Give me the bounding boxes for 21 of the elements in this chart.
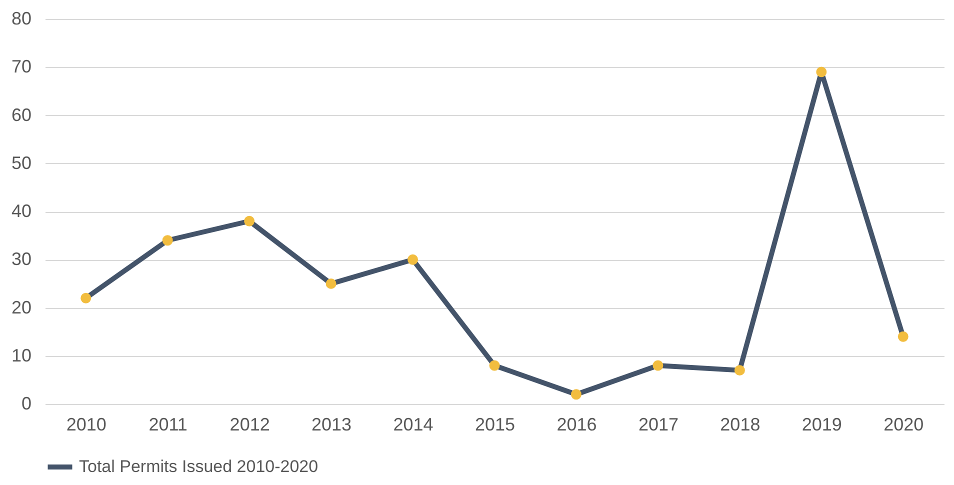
y-tick-label: 0 [21, 394, 32, 414]
y-tick-label: 30 [11, 249, 32, 270]
y-tick-label: 10 [11, 345, 32, 366]
x-tick-label: 2020 [884, 414, 924, 434]
x-tick-label: 2019 [802, 414, 842, 434]
y-tick-label: 80 [11, 8, 32, 28]
y-tick-label: 40 [11, 201, 32, 221]
y-tick-label: 70 [11, 56, 32, 77]
x-tick-label: 2013 [312, 414, 352, 434]
x-tick-label: 2010 [66, 414, 106, 434]
x-tick-label: 2011 [148, 414, 188, 434]
y-tick-label: 60 [11, 104, 32, 125]
x-tick-label: 2012 [230, 414, 270, 434]
x-tick-label: 2016 [556, 414, 597, 434]
x-tick-label: 2015 [474, 414, 516, 434]
x-tick-label: 2017 [638, 414, 678, 434]
legend-label: Total Permits Issued 2010-2020 [79, 457, 318, 476]
x-tick-label: 2018 [720, 414, 760, 434]
x-tick-label: 2014 [393, 414, 434, 434]
y-tick-label: 50 [11, 152, 32, 173]
y-tick-label: 20 [11, 297, 32, 318]
